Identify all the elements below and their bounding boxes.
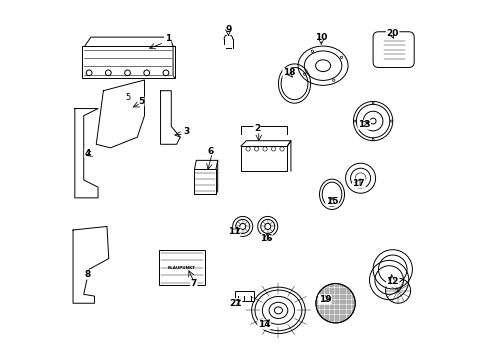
Text: 14: 14	[257, 320, 270, 329]
Text: 18: 18	[283, 68, 295, 77]
Text: 5: 5	[138, 97, 144, 106]
Text: 3: 3	[183, 127, 189, 136]
Text: 19: 19	[318, 295, 330, 304]
Text: 17: 17	[352, 179, 365, 188]
Bar	[234, 291, 254, 301]
Text: 2: 2	[253, 124, 260, 133]
Text: 5: 5	[125, 93, 131, 102]
Text: 1: 1	[164, 35, 170, 44]
Text: 8: 8	[85, 270, 91, 279]
Text: 21: 21	[229, 299, 242, 308]
Text: 20: 20	[386, 29, 398, 38]
Text: 16: 16	[259, 234, 272, 243]
Bar	[159, 249, 205, 285]
FancyBboxPatch shape	[372, 32, 413, 67]
Text: 9: 9	[225, 26, 231, 35]
Text: 15: 15	[325, 197, 338, 206]
Text: 11: 11	[227, 227, 240, 236]
Text: 10: 10	[314, 33, 327, 42]
Text: 12: 12	[386, 277, 398, 286]
Text: 7: 7	[190, 279, 197, 288]
Text: BLAUPUNKT: BLAUPUNKT	[168, 266, 196, 270]
Bar	[241, 146, 287, 171]
FancyBboxPatch shape	[82, 46, 175, 78]
Text: 13: 13	[357, 120, 370, 129]
Text: 4: 4	[85, 149, 91, 158]
Text: 6: 6	[207, 147, 213, 156]
